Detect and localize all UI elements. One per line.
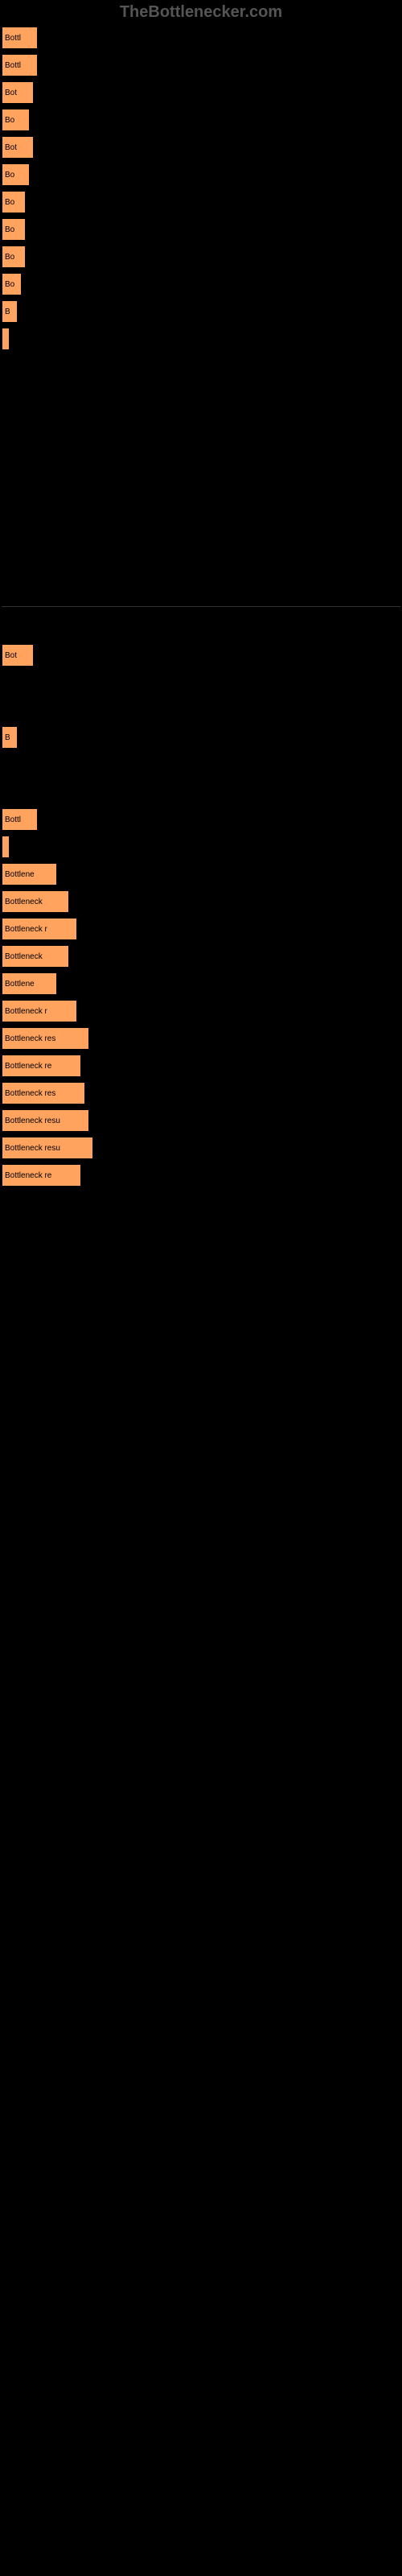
chart-row: Bottleneck re [2, 1055, 400, 1077]
bar: Bottleneck re [2, 1055, 81, 1077]
chart-row: Bottleneck r [2, 918, 400, 940]
bar: B [2, 300, 18, 323]
bar: Bottl [2, 808, 38, 831]
bar: Bottleneck [2, 945, 69, 968]
chart-row [2, 328, 400, 350]
bar: Bot [2, 644, 34, 667]
bar: Bo [2, 273, 22, 295]
chart-row: Bottl [2, 27, 400, 49]
chart-row [2, 617, 400, 639]
chart-row: Bottleneck re [2, 1164, 400, 1187]
chart-row: Bo [2, 218, 400, 241]
bar: Bo [2, 246, 26, 268]
bar: Bottleneck res [2, 1082, 85, 1104]
chart-row: Bo [2, 246, 400, 268]
chart-row: Bottl [2, 54, 400, 76]
chart-row: Bottleneck resu [2, 1137, 400, 1159]
watermark-text: TheBottlenecker.com [0, 0, 402, 25]
bar: Bottleneck re [2, 1164, 81, 1187]
chart-row: Bottlene [2, 972, 400, 995]
chart-row: Bottl [2, 808, 400, 831]
chart-row: Bot [2, 81, 400, 104]
bar: Bot [2, 81, 34, 104]
bar: Bottleneck r [2, 1000, 77, 1022]
bar: Bo [2, 109, 30, 131]
bar: Bottl [2, 27, 38, 49]
bar: Bo [2, 218, 26, 241]
chart-row: Bottleneck r [2, 1000, 400, 1022]
bar [2, 328, 10, 350]
chart-row: Bo [2, 163, 400, 186]
bar: B [2, 726, 18, 749]
chart-row: Bottleneck [2, 890, 400, 913]
bar [2, 836, 10, 858]
chart-row [2, 355, 400, 378]
bar: Bo [2, 191, 26, 213]
chart-row [2, 382, 400, 405]
bar: Bottleneck resu [2, 1137, 93, 1159]
chart-row [2, 699, 400, 721]
separator [2, 606, 400, 607]
bar: Bottlene [2, 972, 57, 995]
chart-row [2, 753, 400, 776]
bar-chart: Bottl Bottl Bot Bo Bot Bo Bo Bo Bo Bo B Bot B Bottl Bo… [0, 27, 402, 1187]
bar: Bottleneck [2, 890, 69, 913]
chart-row: Bo [2, 191, 400, 213]
chart-row: B [2, 726, 400, 749]
chart-row: Bottleneck [2, 945, 400, 968]
bar: Bottlene [2, 863, 57, 886]
chart-row [2, 781, 400, 803]
chart-row [2, 437, 400, 460]
chart-row: B [2, 300, 400, 323]
chart-row: Bo [2, 273, 400, 295]
bar: Bottleneck resu [2, 1109, 89, 1132]
bar: Bottleneck r [2, 918, 77, 940]
chart-row: Bo [2, 109, 400, 131]
chart-row: Bottleneck res [2, 1082, 400, 1104]
chart-row: Bottleneck res [2, 1027, 400, 1050]
chart-row: Bottlene [2, 863, 400, 886]
chart-row [2, 574, 400, 597]
chart-row: Bot [2, 644, 400, 667]
bar: Bottleneck res [2, 1027, 89, 1050]
bar: Bot [2, 136, 34, 159]
chart-row [2, 836, 400, 858]
chart-row [2, 671, 400, 694]
chart-row [2, 547, 400, 569]
chart-row [2, 492, 400, 514]
chart-row: Bottleneck resu [2, 1109, 400, 1132]
chart-row [2, 519, 400, 542]
bar: Bottl [2, 54, 38, 76]
bar: Bo [2, 163, 30, 186]
chart-row: Bot [2, 136, 400, 159]
chart-row [2, 410, 400, 432]
chart-row [2, 464, 400, 487]
